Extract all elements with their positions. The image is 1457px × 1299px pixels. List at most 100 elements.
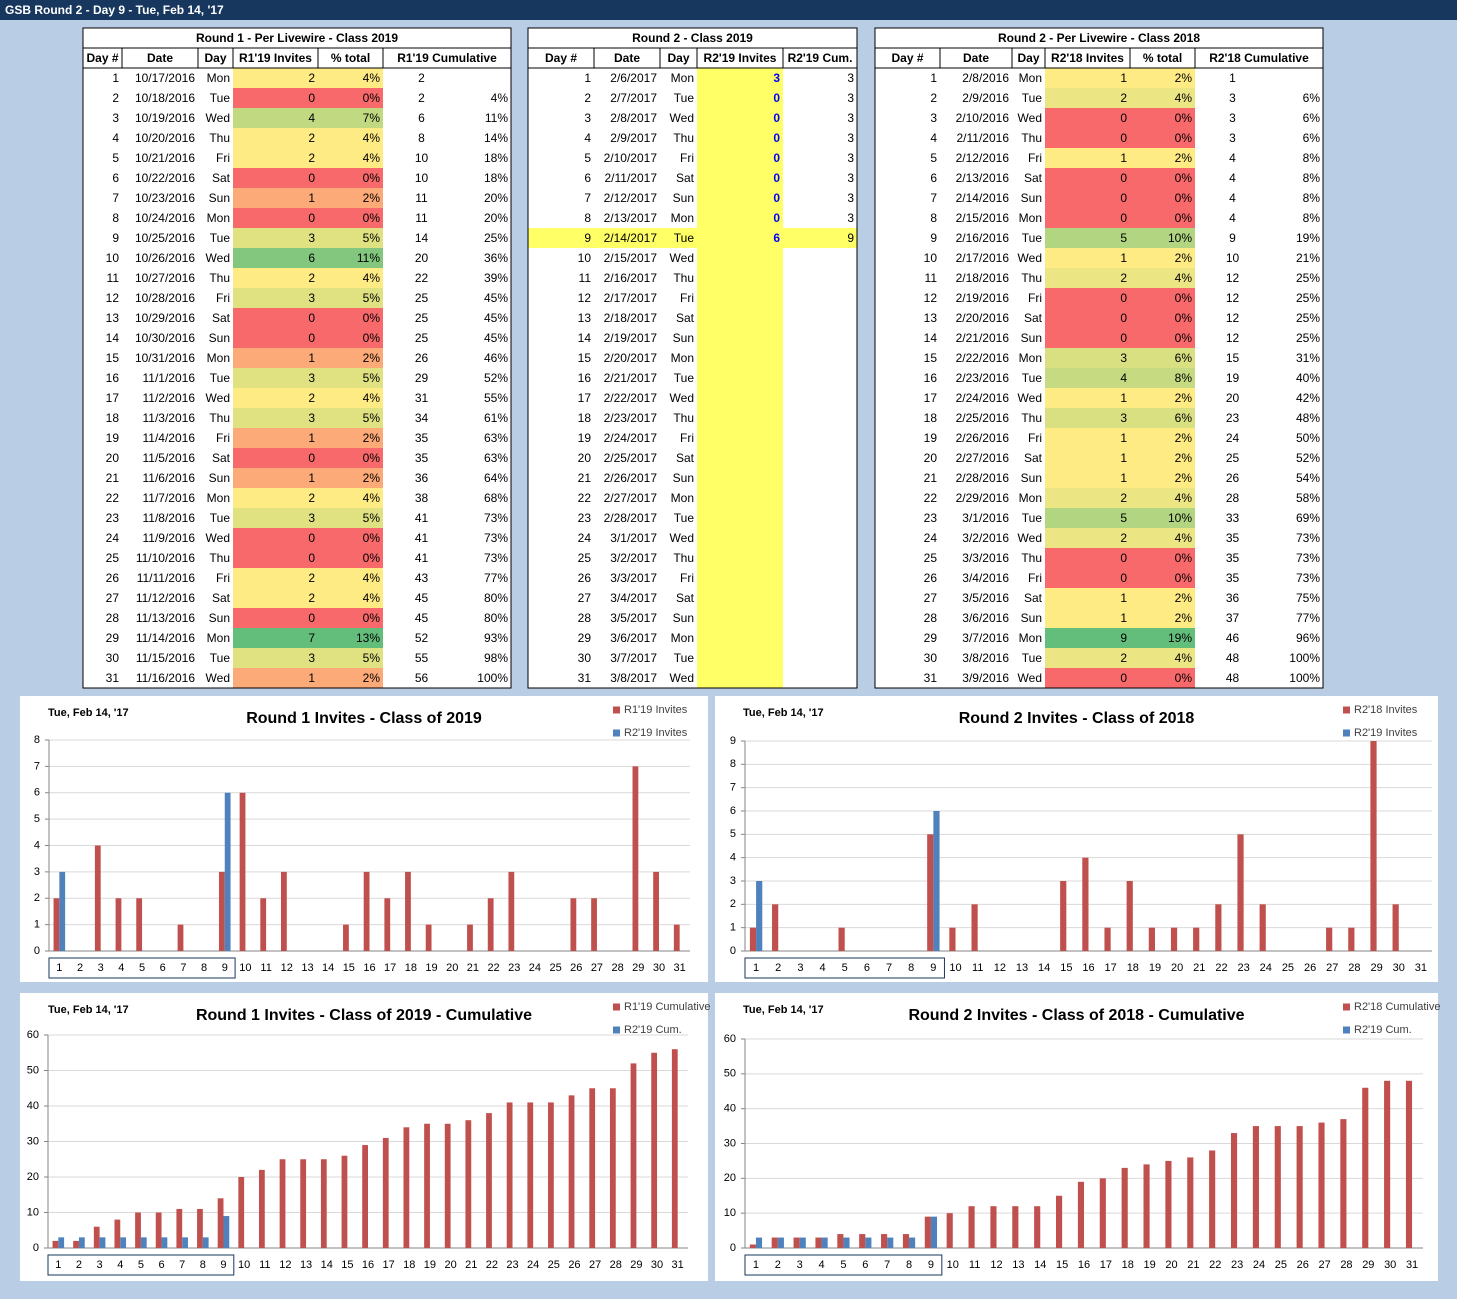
cell: 19 bbox=[106, 431, 120, 445]
cell-bg bbox=[1130, 388, 1195, 408]
cell: 21 bbox=[924, 471, 938, 485]
x-tick-label: 7 bbox=[884, 1259, 890, 1271]
bar bbox=[589, 1088, 596, 1248]
cell: 24 bbox=[106, 531, 120, 545]
x-tick-label: 3 bbox=[98, 962, 104, 974]
bar bbox=[1370, 741, 1377, 951]
cell: 4% bbox=[363, 571, 381, 585]
cell: Sun bbox=[209, 331, 230, 345]
cell: 11/15/2016 bbox=[136, 651, 195, 665]
x-tick-label: 19 bbox=[425, 962, 437, 974]
x-tick-label: 17 bbox=[384, 962, 396, 974]
cell: Sat bbox=[676, 591, 695, 605]
cell-bg bbox=[1130, 228, 1195, 248]
cell: 0 bbox=[1120, 131, 1127, 145]
cell: 2/13/2017 bbox=[604, 211, 658, 225]
y-tick-label: 2 bbox=[730, 898, 736, 910]
bar bbox=[632, 766, 639, 951]
cell: 0% bbox=[363, 171, 381, 185]
x-tick-label: 14 bbox=[321, 1259, 333, 1271]
bar bbox=[1318, 1122, 1325, 1248]
cell: 1 bbox=[308, 351, 315, 365]
cell: Thu bbox=[1021, 271, 1042, 285]
bar bbox=[300, 1159, 307, 1248]
cell: 2 bbox=[112, 91, 119, 105]
cell: 21 bbox=[106, 471, 120, 485]
column-header: R2'19 Invites bbox=[704, 51, 777, 65]
cell: Tue bbox=[210, 91, 231, 105]
cell: Sun bbox=[1021, 471, 1042, 485]
bar bbox=[859, 1234, 866, 1248]
cell-bg bbox=[697, 608, 783, 628]
cell: Sat bbox=[676, 171, 695, 185]
y-tick-label: 5 bbox=[730, 828, 736, 840]
cell-bg bbox=[318, 88, 383, 108]
cell: 6 bbox=[418, 111, 425, 125]
cell: 2/9/2017 bbox=[610, 131, 657, 145]
cell: 0 bbox=[1120, 171, 1127, 185]
cell: 0% bbox=[1175, 291, 1193, 305]
cell: 35 bbox=[1226, 571, 1240, 585]
cell: 1 bbox=[112, 71, 119, 85]
bar bbox=[424, 1123, 430, 1248]
bar bbox=[990, 1206, 997, 1248]
x-tick-label: 23 bbox=[1231, 1259, 1243, 1271]
cell: Sun bbox=[673, 331, 694, 345]
cell-bg bbox=[318, 228, 383, 248]
cell: 2/28/2017 bbox=[604, 511, 658, 525]
x-tick-label: 28 bbox=[1340, 1259, 1352, 1271]
y-tick-label: 20 bbox=[27, 1171, 39, 1183]
chart-subtitle: Tue, Feb 14, '17 bbox=[743, 707, 824, 719]
cell: 2/16/2016 bbox=[956, 231, 1010, 245]
cell: 55 bbox=[415, 651, 429, 665]
x-tick-label: 15 bbox=[343, 962, 355, 974]
bar bbox=[444, 1123, 451, 1248]
column-header: Day # bbox=[86, 51, 118, 65]
bar bbox=[218, 871, 225, 951]
cell-bg bbox=[1045, 428, 1130, 448]
cell: 4% bbox=[1175, 91, 1193, 105]
x-tick-label: 1 bbox=[56, 962, 62, 974]
cell: 52% bbox=[484, 371, 508, 385]
bar bbox=[1193, 927, 1200, 951]
cell-bg bbox=[697, 288, 783, 308]
cell: 17 bbox=[106, 391, 120, 405]
cell: 14 bbox=[415, 231, 429, 245]
bar bbox=[887, 1237, 894, 1248]
cell-bg bbox=[233, 568, 318, 588]
table-border bbox=[874, 27, 1324, 689]
cell: Sun bbox=[209, 611, 230, 625]
cell: 2 bbox=[308, 131, 315, 145]
cell: 4 bbox=[112, 131, 119, 145]
bar bbox=[1348, 927, 1355, 951]
bar bbox=[630, 1063, 637, 1248]
bar bbox=[968, 1206, 975, 1248]
cell: 4 bbox=[584, 131, 591, 145]
cell: 0 bbox=[1120, 291, 1127, 305]
cell: Wed bbox=[670, 671, 694, 685]
cell: 64% bbox=[484, 471, 508, 485]
cell: 10/24/2016 bbox=[135, 211, 195, 225]
cell: 3/5/2016 bbox=[962, 591, 1009, 605]
cell: Thu bbox=[209, 411, 230, 425]
cell: 73% bbox=[1296, 531, 1320, 545]
cell: 6 bbox=[773, 231, 780, 245]
bar bbox=[59, 871, 66, 951]
cell-bg bbox=[1045, 108, 1130, 128]
cell: 11/7/2016 bbox=[143, 491, 196, 505]
cell: 1 bbox=[1120, 471, 1127, 485]
cell: 1 bbox=[1120, 391, 1127, 405]
cell: 0% bbox=[363, 91, 381, 105]
x-tick-label: 28 bbox=[1348, 962, 1360, 974]
x-tick-label: 27 bbox=[589, 1259, 601, 1271]
cell-bg bbox=[318, 488, 383, 508]
cell-bg bbox=[233, 248, 318, 268]
cell: 46% bbox=[484, 351, 508, 365]
cell-bg bbox=[697, 68, 783, 88]
cell: Wed bbox=[206, 671, 230, 685]
x-tick-label: 2 bbox=[775, 962, 781, 974]
cell: Fri bbox=[216, 151, 230, 165]
chart-subtitle: Tue, Feb 14, '17 bbox=[48, 1004, 129, 1016]
x-tick-label: 8 bbox=[908, 962, 914, 974]
cell-bg bbox=[233, 108, 318, 128]
